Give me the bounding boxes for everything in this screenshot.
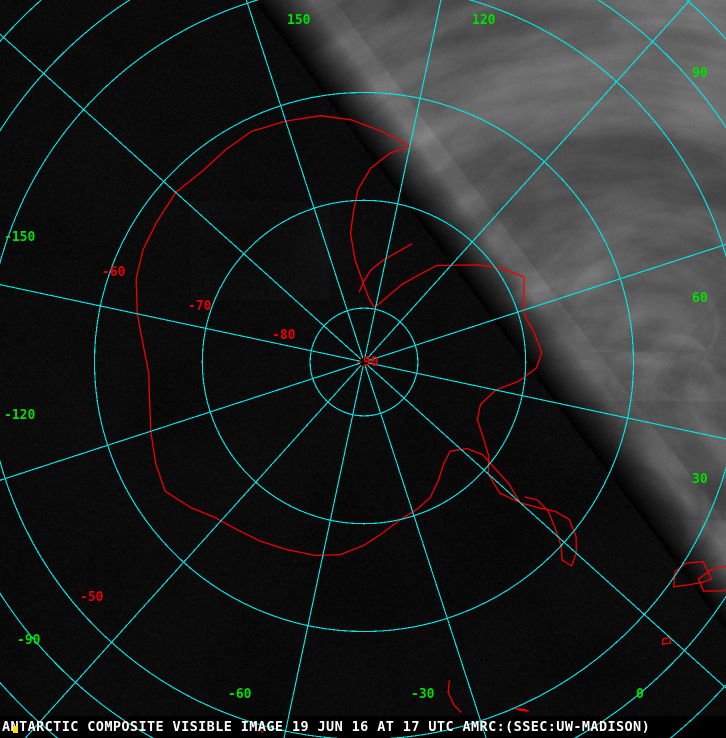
station-marker-icon <box>13 726 18 733</box>
caption-bar: ANTARCTIC COMPOSITE VISIBLE IMAGE 19 JUN… <box>0 716 726 738</box>
caption-text: ANTARCTIC COMPOSITE VISIBLE IMAGE 19 JUN… <box>2 719 651 735</box>
